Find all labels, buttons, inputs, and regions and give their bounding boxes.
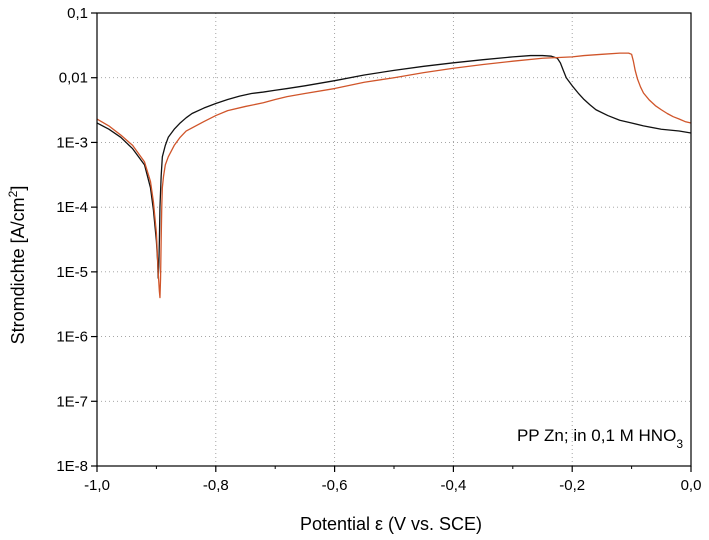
y-tick-label: 1E-6 — [56, 329, 88, 346]
y-tick-label: 1E-8 — [56, 458, 88, 475]
x-axis-title: Potential ε (V vs. SCE) — [300, 514, 482, 534]
x-tick-label: -0,6 — [322, 477, 348, 494]
annotation-main: PP Zn; in 0,1 M HNO — [517, 426, 676, 445]
x-tick-label: -0,2 — [559, 477, 585, 494]
y-tick-label: 1E-5 — [56, 264, 88, 281]
series-line-2 — [96, 52, 692, 299]
y-axis-title-close: ] — [8, 186, 28, 191]
y-tick-label: 1E-3 — [56, 134, 88, 151]
series-layer — [96, 52, 692, 299]
y-tick-label: 0,01 — [59, 70, 88, 87]
y-axis-title: Stromdichte [A/cm2] — [6, 186, 28, 345]
annotation-label: PP Zn; in 0,1 M HNO3 — [517, 426, 683, 451]
y-axis-title-sup: 2 — [6, 190, 20, 197]
x-tick-label: 0,0 — [681, 477, 702, 494]
y-axis-title-main: Stromdichte [A/cm — [8, 197, 28, 344]
x-tick-label: -0,4 — [440, 477, 466, 494]
ticks — [91, 12, 692, 472]
annotation-sub: 3 — [676, 437, 683, 451]
x-tick-label: -1,0 — [84, 477, 110, 494]
y-tick-label: 0,1 — [67, 5, 88, 22]
y-tick-label: 1E-4 — [56, 199, 88, 216]
x-tick-label: -0,8 — [203, 477, 229, 494]
y-tick-label: 1E-7 — [56, 393, 88, 410]
tick-labels: -1,0 -0,8 -0,6 -0,4 -0,2 0,0 0,1 0,01 1E-3 1E-4 1E… — [56, 5, 701, 494]
